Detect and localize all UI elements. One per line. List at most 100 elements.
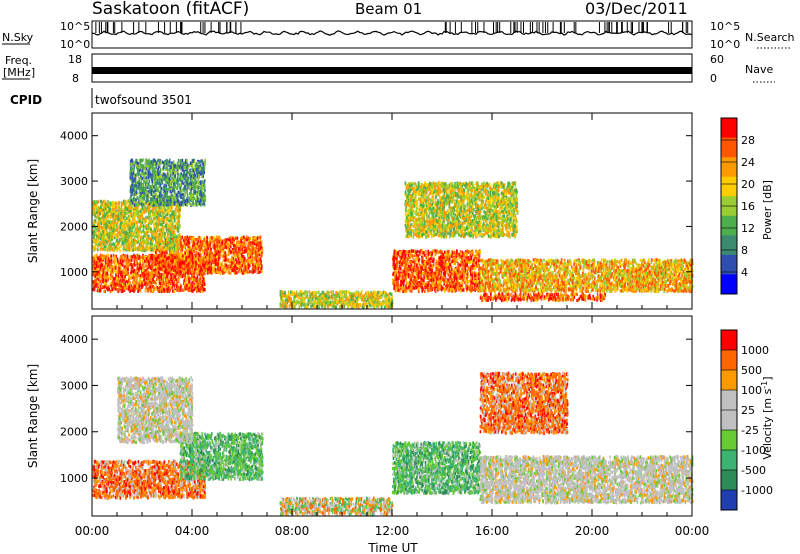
- echo-cell: [341, 300, 343, 304]
- echo-cell: [237, 255, 239, 259]
- echo-cell: [374, 293, 376, 297]
- echo-cell: [349, 295, 352, 299]
- echo-cell: [192, 242, 194, 246]
- echo-cell: [224, 238, 227, 242]
- echo-cell: [195, 264, 197, 268]
- echo-cell: [427, 289, 429, 293]
- echo-cell: [201, 279, 204, 283]
- echo-cell: [105, 284, 108, 288]
- echo-cell: [224, 263, 226, 267]
- echo-cell: [159, 281, 162, 285]
- echo-cell: [170, 250, 173, 254]
- echo-cell: [101, 273, 104, 277]
- echo-cell: [256, 236, 259, 240]
- echo-cell: [243, 239, 246, 243]
- echo-cell: [192, 259, 194, 263]
- echo-cell: [137, 289, 139, 293]
- echo-cell: [286, 298, 288, 302]
- echo-cell: [236, 236, 239, 240]
- echo-cell: [140, 266, 143, 270]
- echo-cell: [207, 262, 210, 266]
- echo-cell: [231, 261, 233, 265]
- echo-cell: [186, 235, 189, 239]
- echo-cell: [185, 236, 188, 240]
- echo-cell: [134, 276, 136, 280]
- echo-cell: [261, 264, 263, 268]
- echo-cell: [164, 264, 166, 268]
- echo-cell: [138, 285, 141, 289]
- echo-cell: [282, 298, 284, 302]
- echo-cell: [171, 251, 174, 255]
- echo-cell: [178, 259, 181, 263]
- echo-cell: [148, 282, 151, 286]
- echo-cell: [371, 292, 374, 296]
- echo-cell: [145, 264, 147, 268]
- echo-cell: [301, 302, 303, 306]
- echo-cell: [253, 247, 255, 251]
- echo-cell: [311, 292, 313, 296]
- echo-cell: [243, 243, 246, 247]
- echo-cell: [149, 289, 152, 293]
- echo-cell: [97, 256, 99, 261]
- echo-cell: [96, 284, 98, 288]
- echo-cell: [199, 245, 202, 249]
- echo-cell: [187, 268, 189, 272]
- echo-cell: [374, 303, 376, 307]
- echo-cell: [163, 261, 165, 265]
- echo-cell: [191, 278, 193, 282]
- echo-cell: [164, 250, 167, 254]
- echo-cell: [224, 244, 227, 248]
- echo-cell: [159, 237, 162, 241]
- echo-cell: [174, 273, 176, 277]
- echo-cell: [103, 285, 106, 289]
- echo-cell: [150, 273, 152, 277]
- echo-cell: [168, 256, 170, 260]
- echo-cell: [200, 285, 202, 290]
- echo-cell: [147, 256, 149, 260]
- echo-cell: [197, 262, 200, 266]
- echo-cell: [385, 304, 388, 308]
- echo-cell: [158, 263, 160, 267]
- echo-cell: [120, 284, 122, 288]
- echo-cell: [196, 257, 198, 261]
- echo-cell: [169, 281, 172, 285]
- echo-cell: [457, 262, 459, 267]
- echo-cell: [105, 255, 107, 259]
- echo-cell: [156, 258, 159, 262]
- echo-cell: [195, 260, 197, 264]
- echo-cell: [110, 284, 113, 288]
- echo-cell: [147, 287, 149, 291]
- echo-cell: [190, 261, 192, 266]
- echo-cell: [238, 254, 241, 258]
- echo-cell: [312, 297, 314, 301]
- echo-cell: [196, 271, 199, 275]
- echo-cell: [96, 274, 98, 278]
- echo-cell: [186, 239, 189, 243]
- echo-cell: [240, 268, 243, 272]
- echo-cell: [123, 283, 125, 287]
- echo-cell: [233, 266, 236, 270]
- echo-cell: [98, 261, 100, 266]
- echo-cell: [292, 301, 294, 306]
- echo-cell: [105, 264, 108, 268]
- echo-cell: [187, 277, 190, 281]
- echo-cell: [366, 290, 369, 294]
- echo-cell: [290, 293, 292, 297]
- echo-cell: [201, 289, 204, 293]
- echo-cell: [146, 283, 148, 287]
- echo-cell: [349, 291, 352, 295]
- echo-cell: [168, 263, 171, 268]
- echo-cell: [213, 269, 215, 273]
- echo-cell: [347, 305, 349, 309]
- echo-cell: [293, 305, 295, 309]
- echo-cell: [260, 254, 263, 258]
- echo-cell: [180, 236, 182, 240]
- echo-cell: [182, 241, 184, 245]
- echo-cell: [183, 279, 185, 283]
- echo-cell: [188, 279, 190, 283]
- echo-cell: [151, 257, 154, 261]
- echo-cell: [119, 279, 121, 283]
- echo-cell: [160, 257, 162, 261]
- echo-cell: [255, 259, 258, 263]
- echo-cell: [184, 278, 187, 282]
